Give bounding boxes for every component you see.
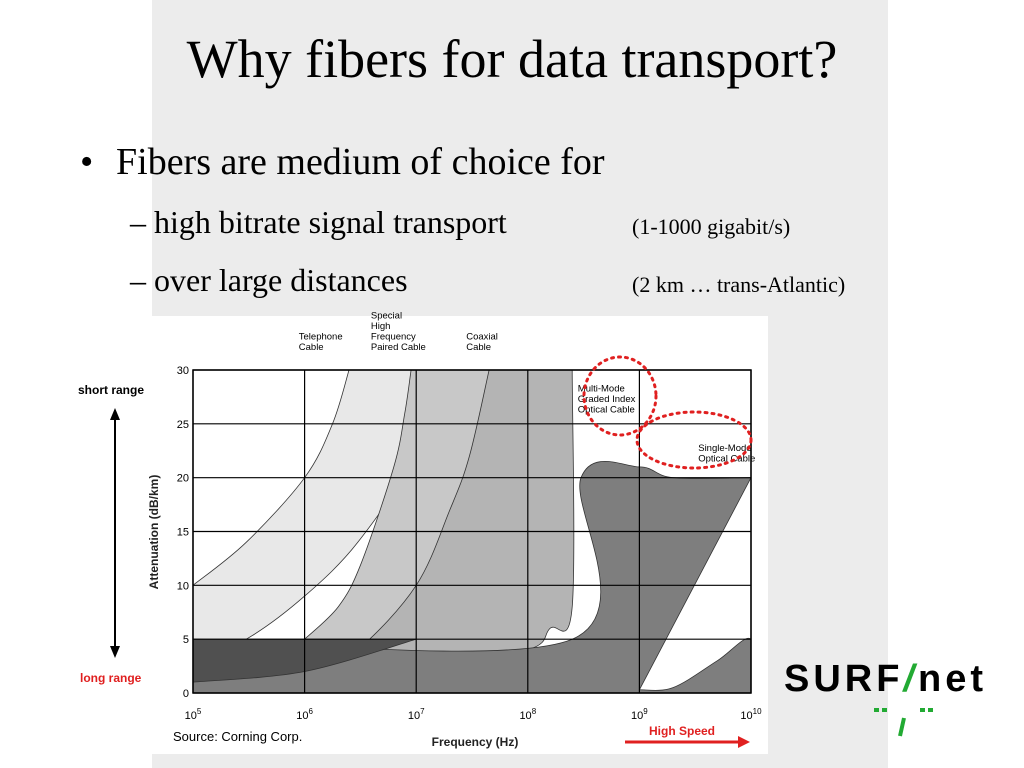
annotation-line: Single-Mode <box>698 443 751 454</box>
subbullet-2-note: (2 km … trans-Atlantic) <box>632 272 846 297</box>
subbullet-2: – over large distances <box>130 262 408 298</box>
x-tick-exponent: 7 <box>420 707 425 716</box>
annotation-line: Cable <box>466 342 491 353</box>
long-range-label: long range <box>80 671 142 685</box>
y-tick-label: 0 <box>183 688 189 700</box>
main-bullet-text: Fibers are medium of choice for <box>116 141 605 183</box>
logo-slash: / <box>903 658 919 700</box>
subbullet-1: – high bitrate signal transport <box>130 204 507 240</box>
annotation-line: Frequency <box>371 331 416 342</box>
annotation-4: Single-Mode Optical Cable <box>698 443 755 465</box>
x-tick-label: 109 <box>631 707 648 722</box>
subbullet-1-note: (1-1000 gigabit/s) <box>632 214 791 239</box>
y-tick-label: 15 <box>177 527 189 539</box>
multimode-highlight <box>582 355 658 437</box>
x-tick-label: 105 <box>185 707 202 722</box>
logo-text-left: SURF <box>784 658 904 700</box>
annotation-line: Special <box>371 310 402 321</box>
extras-layer: Source: Corning Corp. High Speed <box>110 408 750 748</box>
x-tick-label: 108 <box>519 707 536 722</box>
logo-mark <box>874 708 936 737</box>
x-tick-label: 106 <box>296 707 313 722</box>
logo-text: SURF/net <box>784 658 987 701</box>
y-tick-label: 20 <box>177 473 189 485</box>
x-tick-exponent: 5 <box>197 707 202 716</box>
y-tick-label: 10 <box>177 580 189 592</box>
range-arrow-down <box>110 646 120 658</box>
annotation-line: Optical Cable <box>578 405 635 416</box>
main-bullet: • Fibers are medium of choice for <box>80 140 605 184</box>
annotation-line: Coaxial <box>466 331 498 342</box>
x-tick-exponent: 10 <box>753 707 762 716</box>
bullet-dot: • <box>80 141 94 183</box>
y-axis-label: Attenuation (dB/km) <box>147 475 161 590</box>
annotation-2: Coaxial Cable <box>466 331 498 353</box>
high-speed-label: High Speed <box>649 724 715 738</box>
x-tick-label: 107 <box>408 707 425 722</box>
y-tick-label: 25 <box>177 419 189 431</box>
annotation-1: Special High Frequency Paired Cable <box>371 310 426 353</box>
logo-text-right: net <box>918 658 988 700</box>
annotation-0: Telephone Cable <box>299 331 343 353</box>
annotation-line: High <box>371 321 391 332</box>
x-tick-exponent: 6 <box>308 707 313 716</box>
high-speed-arrowhead <box>738 736 750 748</box>
annotation-line: Multi-Mode <box>578 384 625 395</box>
surfnet-logo: SURF/net <box>784 656 990 738</box>
annotation-line: Telephone <box>299 331 343 342</box>
y-tick-label: 5 <box>183 634 189 646</box>
range-arrow-up <box>110 408 120 420</box>
annotation-line: Graded Index <box>578 394 636 405</box>
annotation-line: Optical Cable <box>698 453 755 464</box>
source-note: Source: Corning Corp. <box>173 729 302 744</box>
band-layer <box>193 370 751 693</box>
plot-frame <box>192 369 752 694</box>
annotation-line: Cable <box>299 342 324 353</box>
short-range-label: short range <box>78 383 145 397</box>
grid-layer <box>192 369 752 694</box>
x-tick-exponent: 8 <box>532 707 537 716</box>
singlemode-highlight <box>635 410 753 470</box>
x-tick-exponent: 9 <box>643 707 648 716</box>
y-tick-label: 30 <box>177 365 189 377</box>
x-axis-label: Frequency (Hz) <box>432 735 519 749</box>
slide-title: Why fibers for data transport? <box>186 29 838 89</box>
x-tick-label: 1010 <box>740 707 762 722</box>
annotation-line: Paired Cable <box>371 342 426 353</box>
annotation-3: Multi-Mode Graded Index Optical Cable <box>578 384 636 416</box>
